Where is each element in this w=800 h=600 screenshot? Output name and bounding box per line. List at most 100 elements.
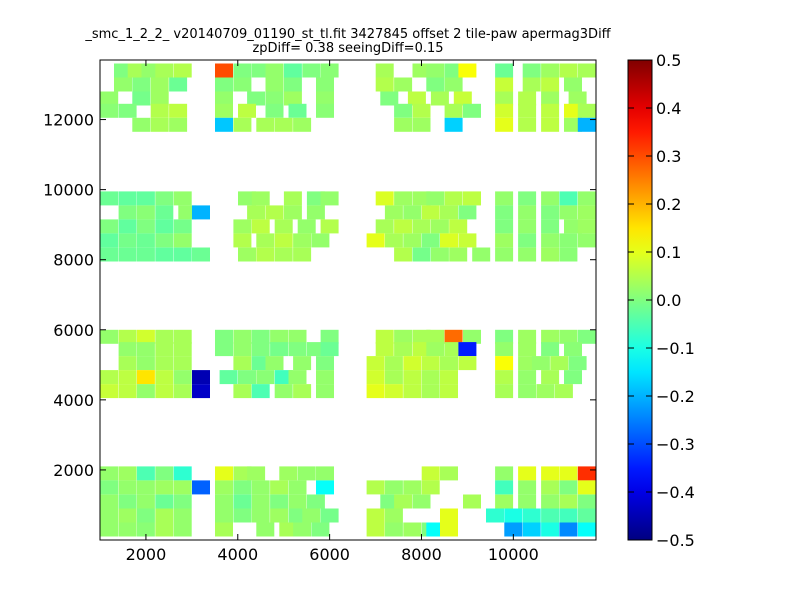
heatmap-cell: [316, 384, 334, 399]
heatmap-cell: [366, 480, 385, 495]
heatmap-cell: [247, 466, 266, 481]
heatmap-cell: [412, 117, 431, 132]
heatmap-cell: [118, 247, 137, 262]
heatmap-cell: [251, 356, 270, 371]
heatmap-cell: [536, 384, 555, 399]
heatmap-cell: [233, 233, 252, 248]
heatmap-cell: [173, 63, 192, 78]
heatmap-cell: [311, 522, 330, 537]
heatmap-cell: [233, 494, 252, 509]
heatmap-cell: [136, 342, 155, 357]
heatmap-cell: [265, 103, 284, 118]
heatmap-cell: [274, 233, 293, 248]
heatmap-cell: [458, 356, 477, 371]
heatmap-cell: [518, 205, 537, 220]
heatmap-cell: [100, 466, 119, 481]
x-tick-label: 2000: [126, 545, 167, 564]
heatmap-cell: [215, 117, 233, 132]
heatmap-cell: [150, 117, 169, 132]
heatmap-cell: [288, 103, 307, 118]
heatmap-cell: [486, 508, 504, 523]
heatmap-cell: [495, 329, 514, 344]
heatmap-cell: [380, 494, 399, 509]
heatmap-cell: [541, 233, 560, 248]
heatmap-cell: [444, 77, 463, 92]
heatmap-cell: [316, 370, 334, 385]
heatmap-cell: [403, 480, 422, 495]
heatmap-cell: [518, 247, 537, 262]
heatmap-cell: [118, 370, 137, 385]
heatmap-cell: [173, 233, 192, 248]
colorbar-ticks: 0.5 0.4 0.3 0.2 0.1 0.0 −0.1 −0.2 −0.3 −0.4 −0.5: [628, 51, 695, 550]
y-tick-label: 4000: [53, 391, 94, 410]
heatmap-cell: [522, 77, 541, 92]
heatmap-cell: [577, 117, 596, 132]
heatmap-cell: [541, 205, 560, 220]
heatmap-cell: [215, 522, 233, 537]
heatmap-cell: [251, 508, 270, 523]
heatmap-cell: [302, 508, 321, 523]
heatmap-cell: [394, 247, 413, 262]
heatmap-cell: [384, 356, 403, 371]
heatmap-cell: [270, 329, 289, 344]
heatmap-cell: [100, 103, 119, 118]
heatmap-cell: [577, 466, 596, 481]
heatmap-cell: [118, 103, 137, 118]
heatmap-cell: [256, 247, 275, 262]
heatmap-cell: [559, 329, 578, 344]
heatmap-cell: [173, 247, 192, 262]
heatmap-cell: [251, 63, 270, 78]
heatmap-cell: [394, 342, 413, 357]
heatmap-cell: [173, 191, 192, 206]
heatmap-cell: [192, 370, 210, 385]
heatmap-cell: [518, 494, 537, 509]
heatmap-cell: [559, 522, 578, 537]
heatmap-cell: [169, 103, 188, 118]
heatmap-cell: [238, 103, 256, 118]
heatmap-cell: [136, 480, 155, 495]
heatmap-cell: [384, 384, 403, 399]
heatmap-cell: [173, 480, 192, 495]
heatmap-cell: [251, 384, 270, 399]
heatmap-cell: [150, 91, 169, 106]
heatmap-cell: [495, 480, 514, 495]
heatmap-cell: [495, 91, 514, 106]
heatmap-cell: [531, 356, 550, 371]
heatmap-cell: [384, 480, 403, 495]
heatmap-cell: [155, 508, 174, 523]
heatmap-cell: [155, 205, 174, 220]
heatmap-cell: [155, 480, 174, 495]
heatmap-cell: [288, 494, 307, 509]
heatmap-cell: [155, 329, 174, 344]
heatmap-cell: [293, 117, 312, 132]
heatmap-cell: [192, 205, 210, 220]
heatmap-cell: [444, 63, 463, 78]
heatmap-cell: [554, 384, 573, 399]
heatmap-cell: [215, 494, 233, 509]
heatmap-cell: [283, 191, 302, 206]
heatmap-cell: [577, 205, 596, 220]
colorbar-tick-label: −0.2: [656, 387, 695, 406]
heatmap-cell: [426, 329, 445, 344]
heatmap-cell: [495, 205, 514, 220]
heatmap-cell: [449, 247, 468, 262]
heatmap-cell: [495, 233, 514, 248]
heatmap-cell: [173, 522, 192, 537]
heatmap-cell: [559, 466, 578, 481]
heatmap-cell: [394, 191, 413, 206]
heatmap-cell: [412, 494, 431, 509]
heatmap-cell: [495, 494, 514, 509]
heatmap-cell: [426, 77, 445, 92]
heatmap-cell: [577, 63, 596, 78]
heatmap-cell: [136, 466, 155, 481]
heatmap-cell: [173, 219, 192, 234]
heatmap-cell: [403, 522, 422, 537]
heatmap-cell: [550, 356, 569, 371]
heatmap-cell: [577, 508, 596, 523]
heatmap-cell: [283, 205, 302, 220]
heatmap-cell: [384, 522, 403, 537]
heatmap-cell: [421, 384, 440, 399]
heatmap-cell: [306, 342, 325, 357]
heatmap-cell: [495, 77, 514, 92]
